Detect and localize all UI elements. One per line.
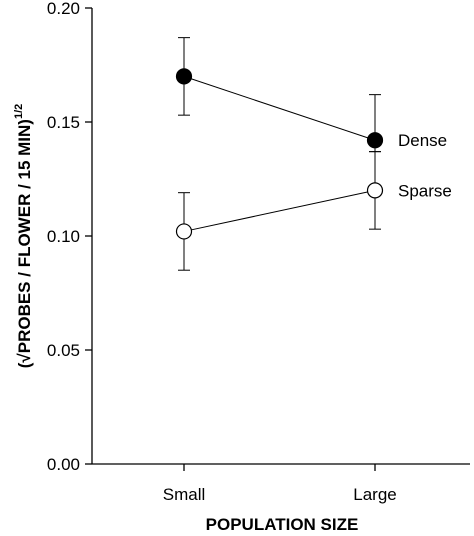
series-line-dense — [183, 75, 376, 141]
series-line-sparse — [183, 189, 376, 232]
data-point-dense — [366, 132, 384, 149]
y-axis-title-exponent: 1/2 — [13, 104, 25, 119]
data-point-sparse — [366, 182, 384, 199]
x-tick-label: Large — [353, 485, 396, 504]
y-tick-label: 0.00 — [47, 455, 80, 474]
data-point-dense — [175, 68, 193, 85]
y-tick-label: 0.20 — [47, 0, 80, 18]
data-point-sparse — [175, 223, 193, 240]
error-bars — [178, 37, 381, 271]
series-label-dense: Dense — [398, 131, 447, 150]
x-tick-label: Small — [163, 485, 206, 504]
series-label-sparse: Sparse — [398, 181, 452, 200]
x-ticks: Small Large — [163, 464, 397, 504]
y-ticks: 0.00 0.05 0.10 0.15 0.20 — [47, 0, 92, 474]
series-lines — [183, 75, 376, 232]
y-axis-title-main: (√PROBES / FLOWER / 15 MIN) — [15, 119, 34, 368]
y-tick-label: 0.15 — [47, 113, 80, 132]
y-tick-label: 0.10 — [47, 227, 80, 246]
y-axis-title: (√PROBES / FLOWER / 15 MIN)1/2 — [13, 104, 34, 369]
series-labels: Dense Sparse — [398, 131, 452, 200]
markers — [175, 68, 384, 240]
x-axis-title: POPULATION SIZE — [206, 515, 359, 534]
y-tick-label: 0.05 — [47, 341, 80, 360]
